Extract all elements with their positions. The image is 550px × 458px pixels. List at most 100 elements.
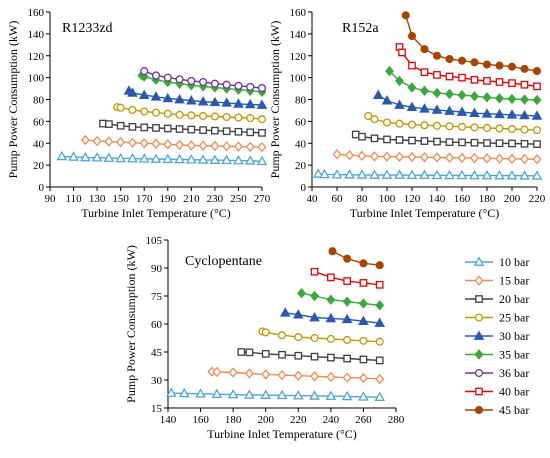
data-point	[310, 290, 320, 302]
x-tick-label: 240	[323, 414, 340, 426]
y-tick-label: 140	[28, 29, 45, 41]
data-point	[163, 73, 172, 82]
x-tick-label: 140	[160, 414, 177, 426]
data-point	[277, 369, 287, 381]
data-point	[197, 154, 209, 164]
data-point	[401, 11, 410, 20]
data-point	[381, 95, 393, 105]
data-point	[359, 336, 368, 345]
legend-marker	[474, 368, 484, 378]
data-point	[174, 153, 185, 164]
data-point	[406, 101, 418, 112]
data-point	[199, 126, 207, 134]
series-30-bar	[372, 89, 543, 120]
legend-label: 35 bar	[499, 348, 529, 362]
x-tick-label: 180	[479, 193, 496, 205]
data-point	[68, 151, 79, 161]
data-point	[470, 91, 479, 102]
data-point	[458, 73, 466, 82]
data-point	[186, 95, 197, 105]
data-point	[326, 294, 336, 305]
data-point	[221, 97, 232, 107]
data-point	[175, 75, 184, 84]
data-point	[458, 138, 466, 147]
x-tick-label: 190	[160, 193, 177, 205]
data-point	[138, 153, 150, 163]
legend-entry: 36 bar	[465, 366, 529, 380]
data-point	[420, 85, 429, 96]
x-tick-label: 160	[192, 414, 209, 426]
data-point	[375, 337, 384, 346]
data-point	[445, 54, 454, 64]
data-point	[222, 80, 231, 89]
data-point	[195, 388, 206, 398]
data-point	[375, 373, 385, 385]
data-point	[372, 89, 384, 99]
data-point	[520, 125, 529, 134]
data-point	[433, 71, 441, 79]
y-tick-label: 60	[295, 116, 307, 128]
data-point	[310, 267, 319, 276]
data-point	[222, 127, 231, 136]
data-point	[209, 154, 221, 164]
legend-label: 25 bar	[499, 311, 529, 325]
x-tick-label: 210	[183, 193, 200, 205]
data-point	[532, 67, 542, 76]
data-point	[297, 288, 306, 299]
data-point	[139, 138, 149, 149]
x-tick-label: 140	[429, 193, 446, 205]
data-point	[309, 311, 320, 322]
data-point	[481, 169, 493, 180]
data-point	[261, 369, 271, 380]
y-tick-label: 160	[290, 7, 307, 19]
data-point	[162, 92, 174, 103]
data-point	[261, 350, 270, 358]
y-tick-label: 20	[33, 160, 45, 172]
data-point	[140, 67, 149, 76]
series-45-bar	[328, 247, 384, 270]
data-point	[105, 120, 113, 128]
data-point	[327, 353, 335, 362]
x-tick-label: 160	[454, 193, 471, 205]
data-point	[163, 139, 173, 150]
data-point	[407, 120, 417, 129]
y-tick-label: 60	[33, 116, 45, 128]
y-tick-label: 120	[290, 51, 307, 63]
data-point	[294, 333, 303, 342]
data-point	[395, 119, 404, 128]
data-point	[482, 92, 492, 103]
data-point	[375, 280, 384, 289]
data-point	[56, 150, 68, 161]
data-point	[151, 108, 161, 117]
data-point	[445, 88, 454, 100]
data-point	[519, 109, 530, 120]
data-point	[174, 93, 185, 104]
legend-marker	[475, 295, 483, 303]
legend-entry: 45 bar	[465, 403, 529, 417]
data-point	[212, 366, 222, 378]
data-point	[222, 141, 232, 152]
data-point	[420, 121, 429, 130]
data-point	[395, 151, 404, 163]
y-tick-label: 100	[28, 73, 45, 85]
data-point	[256, 99, 268, 109]
data-point	[163, 124, 172, 133]
data-point	[186, 140, 196, 151]
data-point	[419, 103, 430, 113]
series-30-bar	[279, 307, 386, 327]
data-point	[382, 118, 392, 127]
data-point	[456, 169, 468, 180]
data-point	[186, 154, 197, 164]
data-point	[309, 390, 320, 400]
data-point	[246, 82, 255, 91]
data-point	[210, 140, 220, 152]
data-point	[470, 75, 479, 84]
data-point	[328, 247, 337, 256]
series-line	[398, 46, 538, 88]
data-point	[445, 152, 454, 163]
data-point	[470, 138, 479, 147]
data-point	[420, 68, 429, 77]
y-tick-label: 80	[33, 95, 45, 107]
data-point	[357, 150, 367, 162]
data-point	[116, 136, 126, 148]
